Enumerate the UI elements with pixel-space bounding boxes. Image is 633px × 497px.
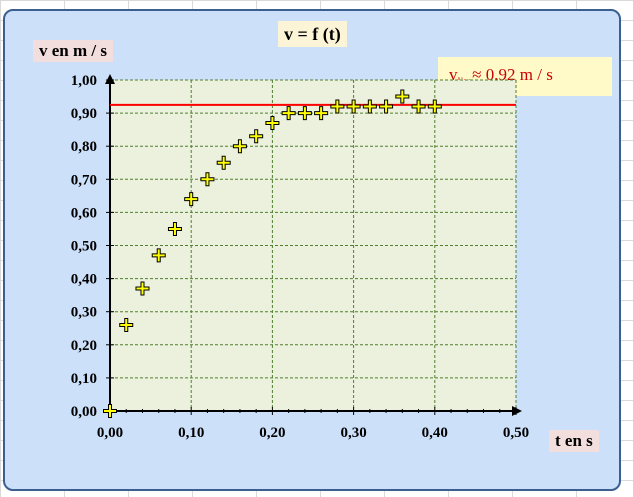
x-tick-label: 0,50 xyxy=(503,425,529,441)
data-point xyxy=(363,100,376,113)
y-tick-label: 0,90 xyxy=(71,106,97,122)
x-tick-label: 0,00 xyxy=(97,425,123,441)
data-point xyxy=(396,90,409,103)
data-point xyxy=(168,222,181,235)
data-point xyxy=(315,107,328,120)
y-tick-label: 0,20 xyxy=(71,338,97,354)
data-point xyxy=(250,130,263,143)
data-point xyxy=(266,117,279,130)
data-point xyxy=(136,282,149,295)
y-tick-label: 0,30 xyxy=(71,305,97,321)
y-tick-label: 1,00 xyxy=(71,73,97,89)
x-tick-label: 0,40 xyxy=(422,425,448,441)
chart-title: v = f (t) xyxy=(278,21,347,47)
y-axis-arrow xyxy=(105,74,115,84)
data-point xyxy=(201,173,214,186)
data-point xyxy=(282,107,295,120)
x-tick-label: 0,20 xyxy=(259,425,285,441)
data-point xyxy=(331,100,344,113)
x-tick-label: 0,10 xyxy=(178,425,204,441)
data-point xyxy=(428,100,441,113)
data-point xyxy=(104,405,116,417)
y-tick-label: 0,80 xyxy=(71,139,97,155)
y-tick-label: 0,60 xyxy=(71,205,97,221)
y-axis-title: v en m / s xyxy=(33,40,113,62)
data-point xyxy=(380,100,393,113)
annotation-value: ≈ 0,92 m / s xyxy=(472,65,553,84)
annotation-symbol: v xyxy=(449,65,458,84)
y-tick-label: 0,40 xyxy=(71,272,97,288)
data-point xyxy=(152,249,165,262)
y-tick-label: 0,70 xyxy=(71,172,97,188)
data-point xyxy=(347,100,360,113)
limit-velocity-annotation: vlim≈ 0,92 m / s xyxy=(438,57,612,96)
data-point xyxy=(120,318,133,331)
data-point xyxy=(412,100,425,113)
y-tick-label: 0,10 xyxy=(71,371,97,387)
x-axis-arrow xyxy=(512,406,522,416)
x-axis-title: t en s xyxy=(549,430,599,452)
data-point xyxy=(217,156,230,169)
y-tick-label: 0,50 xyxy=(71,239,97,255)
data-point xyxy=(298,107,311,120)
y-tick-label: 0,00 xyxy=(71,404,97,420)
data-point xyxy=(185,193,198,206)
data-point xyxy=(233,140,246,153)
x-tick-label: 0,30 xyxy=(340,425,366,441)
